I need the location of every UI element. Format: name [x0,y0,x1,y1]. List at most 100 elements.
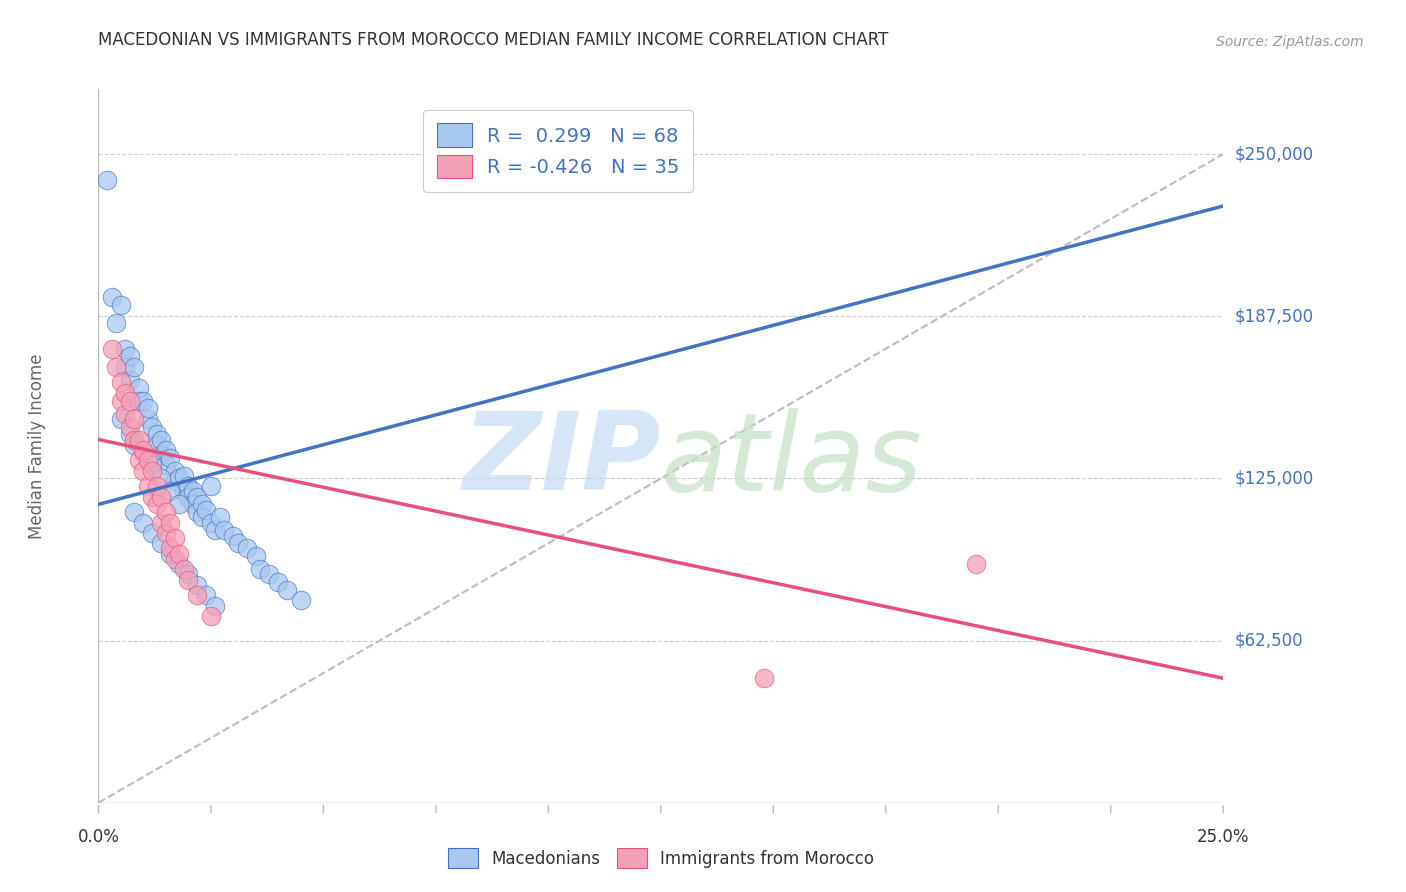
Point [96,173,118,187]
Point [177,573,200,587]
Point [163,474,186,488]
Point [124,433,146,447]
Point [150,471,173,485]
Point [259,567,281,582]
Point [128,393,150,408]
Point [214,524,236,538]
Point [155,458,177,473]
Point [191,497,214,511]
Point [236,541,259,556]
Point [181,484,204,499]
Point [124,411,146,425]
Point [124,359,146,374]
Legend: Macedonians, Immigrants from Morocco: Macedonians, Immigrants from Morocco [439,839,883,877]
Point [110,297,132,311]
Point [141,525,163,540]
Point [146,427,169,442]
Point [181,497,204,511]
Point [965,557,987,571]
Point [146,479,169,493]
Point [163,531,186,545]
Point [128,381,150,395]
Text: 0.0%: 0.0% [77,828,120,846]
Point [245,549,267,564]
Point [276,582,298,597]
Point [110,376,132,390]
Text: Median Family Income: Median Family Income [28,353,45,539]
Point [204,599,226,613]
Point [186,588,208,602]
Point [200,609,222,624]
Point [249,562,271,576]
Point [114,342,136,356]
Point [105,359,128,374]
Point [110,393,132,408]
Point [136,453,159,467]
Point [114,385,136,400]
Point [146,497,169,511]
Point [141,419,163,434]
Point [105,316,128,330]
Text: Source: ZipAtlas.com: Source: ZipAtlas.com [1216,35,1364,49]
Point [226,536,249,550]
Point [290,593,312,607]
Point [159,484,181,499]
Point [186,578,208,592]
Point [200,479,222,493]
Point [177,490,200,504]
Point [186,490,208,504]
Point [136,401,159,416]
Text: $250,000: $250,000 [1234,145,1313,163]
Point [132,464,155,478]
Point [132,393,155,408]
Point [177,479,200,493]
Point [101,342,124,356]
Point [118,427,141,442]
Point [159,541,181,556]
Point [754,671,776,685]
Point [177,567,200,582]
Point [150,433,173,447]
Point [114,407,136,421]
Point [195,502,218,516]
Point [169,471,191,485]
Point [146,438,169,452]
Text: 25.0%: 25.0% [1197,828,1250,846]
Point [222,528,245,542]
Text: $125,000: $125,000 [1234,469,1313,487]
Point [173,484,195,499]
Point [159,516,181,530]
Point [150,448,173,462]
Point [186,505,208,519]
Point [132,442,155,457]
Point [101,290,124,304]
Point [159,547,181,561]
Point [136,479,159,493]
Text: $62,500: $62,500 [1234,632,1303,649]
Text: MACEDONIAN VS IMMIGRANTS FROM MOROCCO MEDIAN FAMILY INCOME CORRELATION CHART: MACEDONIAN VS IMMIGRANTS FROM MOROCCO ME… [98,31,889,49]
Point [150,516,173,530]
Point [132,516,155,530]
Point [128,433,150,447]
Point [141,458,163,473]
Point [124,438,146,452]
Point [141,464,163,478]
Point [150,536,173,550]
Point [169,547,191,561]
Point [136,411,159,425]
Point [208,510,231,524]
Point [118,350,141,364]
Point [124,505,146,519]
Point [191,510,214,524]
Point [267,575,290,590]
Point [110,411,132,425]
Point [155,442,177,457]
Point [141,490,163,504]
Point [128,453,150,467]
Text: $187,500: $187,500 [1234,307,1313,326]
Point [163,464,186,478]
Point [159,450,181,465]
Text: atlas: atlas [661,408,922,513]
Point [204,524,226,538]
Point [118,393,141,408]
